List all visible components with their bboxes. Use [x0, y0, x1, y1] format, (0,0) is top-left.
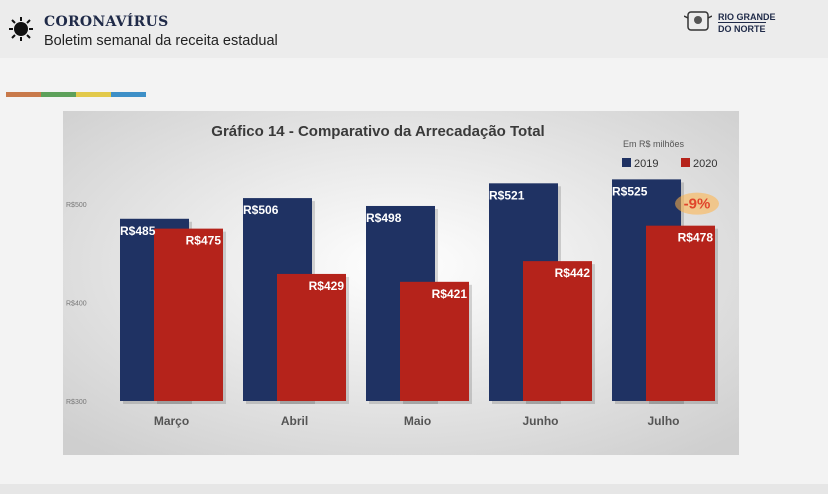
- bar-2020-Junho: [523, 261, 592, 401]
- header-bar: CORONAVÍRUS Boletim semanal da receita e…: [0, 0, 828, 58]
- data-label-2019: R$498: [366, 211, 402, 225]
- stripe-3: [76, 92, 111, 97]
- header-subtitle: Boletim semanal da receita estadual: [44, 33, 278, 49]
- x-tick-label: Maio: [404, 414, 431, 428]
- chart-panel: Gráfico 14 - Comparativo da Arrecadação …: [63, 111, 739, 455]
- data-label-2019: R$525: [612, 184, 648, 198]
- logo-line-1: RIO GRANDE: [718, 12, 776, 22]
- x-tick-label: Julho: [648, 414, 680, 428]
- data-label-2020: R$475: [186, 234, 222, 248]
- stripe-2: [41, 92, 76, 97]
- bar-2020-Julho: [646, 225, 715, 401]
- data-label-2019: R$506: [243, 203, 279, 217]
- data-label-2020: R$429: [309, 279, 345, 293]
- y-tick-label: R$500: [66, 202, 87, 209]
- y-tick-label: R$300: [66, 399, 87, 406]
- legend-label-2019: 2019: [634, 158, 658, 170]
- bar-2020-Abril: [277, 273, 346, 401]
- x-tick-label: Junho: [523, 414, 559, 428]
- annotation-glow: [675, 192, 719, 215]
- coat-of-arms-icon: [684, 11, 712, 31]
- x-tick-label: Março: [154, 414, 189, 428]
- virus-icon: [9, 17, 33, 41]
- data-label-2020: R$442: [555, 266, 591, 280]
- x-tick-label: Abril: [281, 414, 308, 428]
- state-logo: RIO GRANDE DO NORTE: [684, 6, 804, 50]
- bar-chart: Gráfico 14 - Comparativo da Arrecadação …: [63, 111, 739, 455]
- color-stripes: [6, 92, 146, 97]
- bar-2020-Março: [154, 228, 223, 401]
- stripe-1: [6, 92, 41, 97]
- data-label-2019: R$485: [120, 224, 156, 238]
- data-label-2019: R$521: [489, 188, 525, 202]
- chart-subtitle: Em R$ milhões: [623, 139, 685, 149]
- y-tick-label: R$400: [66, 301, 87, 308]
- annotation-change: -9%: [684, 196, 711, 213]
- logo-line-2: DO NORTE: [718, 22, 766, 34]
- data-label-2020: R$421: [432, 287, 468, 301]
- data-label-2020: R$478: [678, 231, 714, 245]
- legend-label-2020: 2020: [693, 158, 717, 170]
- legend-swatch-2019: [622, 158, 631, 167]
- footer-bar: [0, 484, 828, 494]
- stripe-4: [111, 92, 146, 97]
- legend-swatch-2020: [681, 158, 690, 167]
- bar-2020-Maio: [400, 281, 469, 401]
- header-title: CORONAVÍRUS: [44, 14, 169, 30]
- chart-title: Gráfico 14 - Comparativo da Arrecadação …: [211, 123, 544, 140]
